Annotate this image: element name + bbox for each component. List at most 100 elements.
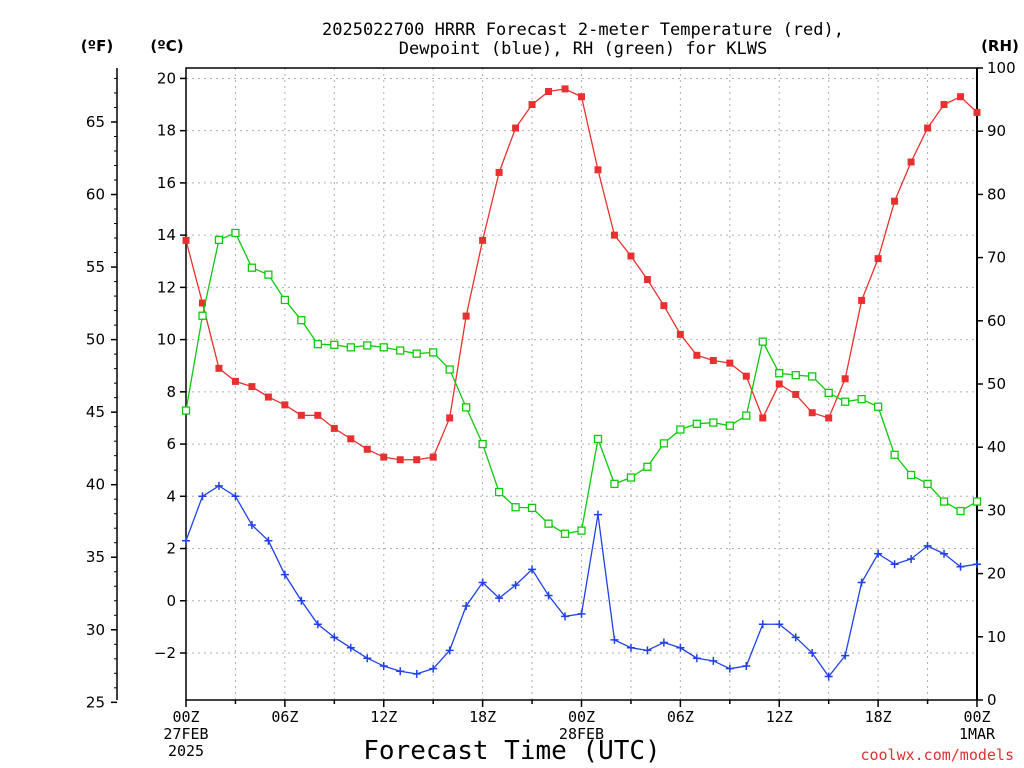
temperature-point xyxy=(182,236,190,244)
dewpoint-point xyxy=(462,601,471,610)
celsius-unit-label: (ºC) xyxy=(150,37,183,55)
time-tick-label: 06Z xyxy=(667,708,694,726)
rh-tick-label: 80 xyxy=(987,185,1006,203)
rh-point xyxy=(676,425,685,434)
rh-point xyxy=(494,487,504,497)
dewpoint-point xyxy=(593,510,602,519)
fahrenheit-tick-label: 40 xyxy=(86,476,105,494)
rh-point xyxy=(725,421,734,430)
dewpoint-point xyxy=(182,536,190,545)
dewpoint-point xyxy=(973,560,981,569)
fahrenheit-tick-label: 60 xyxy=(86,186,105,204)
rh-point xyxy=(742,411,751,420)
dewpoint-point xyxy=(626,643,635,652)
time-tick-label: 1MAR xyxy=(959,725,996,743)
dewpoint-point xyxy=(379,662,388,671)
time-tick-label: 18Z xyxy=(469,708,496,726)
celsius-tick-label: 2 xyxy=(166,540,176,558)
temperature-point xyxy=(264,393,272,401)
dewpoint-point xyxy=(396,667,405,676)
temperature-point xyxy=(413,456,421,464)
temperature-point xyxy=(446,414,454,422)
temperature-point xyxy=(643,276,651,284)
rh-point xyxy=(824,388,833,397)
celsius-tick-label: 14 xyxy=(157,226,176,244)
dewpoint-point xyxy=(643,646,652,655)
temperature-point xyxy=(726,359,734,367)
dewpoint-point xyxy=(940,549,949,558)
dewpoint-point xyxy=(247,521,256,530)
rh-point xyxy=(577,526,586,535)
dewpoint-point xyxy=(923,541,932,550)
rh-point xyxy=(808,372,817,381)
temperature-point xyxy=(627,252,635,260)
dewpoint-point xyxy=(725,664,734,673)
rh-point xyxy=(396,346,405,355)
temperature-point xyxy=(759,414,767,422)
dewpoint-point xyxy=(659,638,668,647)
temperature-point xyxy=(545,88,553,96)
temperature-point xyxy=(693,351,701,359)
time-tick-label: 06Z xyxy=(271,708,298,726)
dewpoint-point xyxy=(363,654,372,663)
temperature-point xyxy=(297,411,305,419)
rh-point xyxy=(445,365,454,374)
dewpoint-point xyxy=(445,646,454,655)
dewpoint-point xyxy=(544,591,553,600)
dewpoint-point xyxy=(907,554,916,563)
time-tick-label: 00Z xyxy=(568,708,595,726)
temperature-point xyxy=(792,390,800,398)
chart-title-line-2: Dewpoint (blue), RH (green) for KLWS xyxy=(399,39,767,59)
time-tick-label: 2025 xyxy=(168,742,204,760)
temperature-point xyxy=(709,356,717,364)
dewpoint-point xyxy=(758,620,767,629)
time-tick-label: 12Z xyxy=(766,708,793,726)
credit-text: coolwx.com/models xyxy=(860,746,1014,764)
rh-point xyxy=(890,450,899,459)
dewpoint-point xyxy=(775,620,784,629)
rh-point xyxy=(692,419,702,428)
temperature-point xyxy=(610,231,618,239)
fahrenheit-tick-label: 30 xyxy=(86,621,105,639)
axes xyxy=(116,67,978,701)
rh-point xyxy=(280,295,290,305)
rh-tick-label: 60 xyxy=(987,312,1006,330)
rh-tick-label: 50 xyxy=(987,375,1006,393)
time-tick-label: 27FEB xyxy=(163,725,208,743)
rh-point xyxy=(412,349,421,358)
temperature-point xyxy=(347,435,355,443)
rh-point xyxy=(956,506,965,516)
dewpoint-point xyxy=(874,549,883,558)
rh-tick-label: 40 xyxy=(987,438,1006,456)
rh-point xyxy=(906,470,916,480)
temperature-point xyxy=(462,312,470,320)
temperature-point xyxy=(512,124,520,132)
rh-tick-label: 10 xyxy=(987,628,1006,646)
rh-point xyxy=(214,235,224,245)
temperature-point xyxy=(198,299,206,307)
temperature-point xyxy=(676,330,684,338)
dewpoint-line xyxy=(185,485,978,678)
rh-tick-label: 100 xyxy=(987,59,1016,77)
temperature-point xyxy=(330,424,338,432)
dewpoint-point xyxy=(824,672,833,681)
dewpoint-point xyxy=(709,656,718,665)
rh-point xyxy=(643,462,652,471)
dewpoint-point xyxy=(956,562,965,571)
rh-point xyxy=(297,316,306,325)
dewpoint-point xyxy=(231,492,240,501)
rh-tick-label: 90 xyxy=(987,122,1006,140)
rh-point xyxy=(181,406,191,415)
temperature-point xyxy=(429,453,437,461)
celsius-tick-label: 10 xyxy=(157,331,176,349)
celsius-tick-label: 16 xyxy=(157,174,176,192)
rh-tick-label: 0 xyxy=(987,691,997,709)
dewpoint-point xyxy=(610,635,619,644)
dewpoint-point xyxy=(808,648,817,657)
temperature-point xyxy=(363,445,371,453)
rh-point xyxy=(659,439,669,448)
rh-point xyxy=(346,343,355,352)
dewpoint-point xyxy=(297,596,306,605)
temperature-point xyxy=(775,380,783,388)
